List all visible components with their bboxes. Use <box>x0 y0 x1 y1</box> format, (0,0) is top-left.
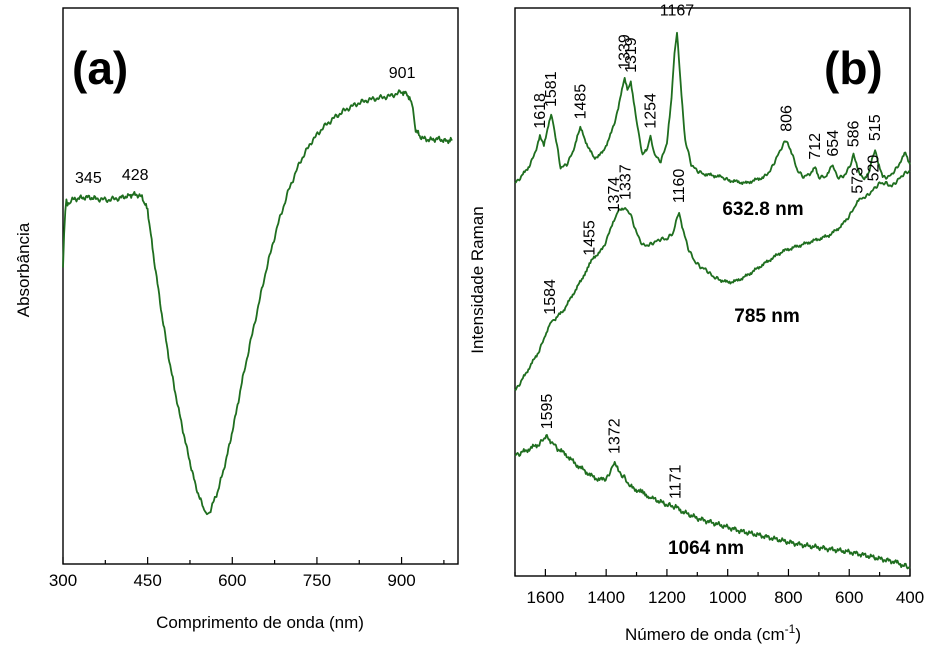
panel-a-label: (a) <box>72 42 128 94</box>
panel-b-peak-label: 586 <box>846 121 863 148</box>
panel-a-peak-label: 345 <box>75 170 102 187</box>
panel-b-x-ticks: 1600 1400 1200 1000 800 600 400 <box>514 569 924 607</box>
panel-b-peak-label: 1167 <box>660 2 695 19</box>
panel-a-x-axis-title: Comprimento de onda (nm) <box>156 613 364 632</box>
panel-b-chart: (b) 1600 1400 1200 1000 800 600 400 632.8 nm 78… <box>468 2 924 644</box>
panel-b-peak-label: 806 <box>779 105 796 132</box>
panel-a-x-ticks: 300 450 600 750 900 <box>49 557 445 590</box>
panel-a-peak-label: 428 <box>122 167 149 184</box>
panel-b-peak-label: 1339 <box>617 34 634 70</box>
panel-a-peak-label: 901 <box>389 65 416 82</box>
panel-a-x-tick-label: 600 <box>218 571 246 590</box>
raman-line-785 <box>514 169 911 392</box>
panel-a-y-axis-title: Absorbância <box>14 222 33 317</box>
panel-a-chart: (a) 300 450 600 750 900 345 428 901 Compriment… <box>14 7 459 632</box>
panel-b-x-axis-title: Número de onda (cm-1) <box>625 622 801 644</box>
panel-a-peak-labels: 345 428 901 <box>75 65 416 187</box>
panel-b-x-tick-label: 1600 <box>526 588 564 607</box>
raman-line-6328 <box>514 31 911 185</box>
panel-b-peak-label: 1374 <box>606 177 623 213</box>
panel-a-x-tick-label: 900 <box>387 571 415 590</box>
panel-b-label: (b) <box>824 42 883 94</box>
panel-b-raman-lines: 632.8 nm 785 nm 1064 nm <box>514 31 911 570</box>
panel-b-peak-label: 1171 <box>668 464 685 499</box>
panel-b-x-axis-title-sup: -1 <box>785 622 796 636</box>
panel-b-peak-label: 1618 <box>532 93 549 129</box>
panel-b-peak-label: 1254 <box>643 93 660 129</box>
panel-b-peak-label: 1337 <box>617 164 634 200</box>
panel-a-x-tick-label: 750 <box>303 571 331 590</box>
panel-b-peak-label: 1455 <box>581 220 598 256</box>
panel-b-peak-label: 1160 <box>671 169 688 204</box>
panel-b-peak-label: 712 <box>807 133 824 160</box>
panel-a-plot-frame <box>62 7 459 565</box>
panel-a-absorbance-line <box>62 89 453 516</box>
panel-b-y-axis-title: Intensidade Raman <box>468 206 487 353</box>
panel-a-x-tick-label: 450 <box>133 571 161 590</box>
panel-b-x-axis-title-end: ) <box>795 625 801 644</box>
series-label-6328: 632.8 nm <box>722 199 803 220</box>
panel-b-x-axis-title-main: Número de onda (cm <box>625 625 785 644</box>
series-label-785: 785 nm <box>734 306 799 327</box>
panel-b-peak-label: 515 <box>867 114 884 141</box>
panel-b-x-tick-label: 1000 <box>709 588 747 607</box>
panel-b-peak-label: 1595 <box>539 394 556 430</box>
panel-b-x-tick-label: 600 <box>835 588 863 607</box>
panel-a-x-tick-label: 300 <box>49 571 77 590</box>
panel-b-x-tick-label: 1400 <box>587 588 625 607</box>
panel-b-peak-label: 573 <box>849 167 866 194</box>
panel-b-peak-label: 1485 <box>572 84 589 120</box>
series-label-1064: 1064 nm <box>668 538 744 559</box>
panel-b-peak-label: 520 <box>866 155 883 182</box>
panel-b-peak-label: 1319 <box>623 37 640 73</box>
panel-b-x-tick-label: 1200 <box>648 588 686 607</box>
panel-b-peak-label: 1372 <box>607 418 624 454</box>
panel-b-peak-label: 1584 <box>542 279 559 315</box>
panel-b-peak-label: 654 <box>825 130 842 157</box>
panel-b-peak-label: 1581 <box>543 71 560 107</box>
panel-b-x-tick-label: 800 <box>774 588 802 607</box>
panel-b-x-tick-label: 400 <box>896 588 924 607</box>
panel-b-plot-frame <box>514 7 911 577</box>
raman-line-1064 <box>514 434 911 570</box>
